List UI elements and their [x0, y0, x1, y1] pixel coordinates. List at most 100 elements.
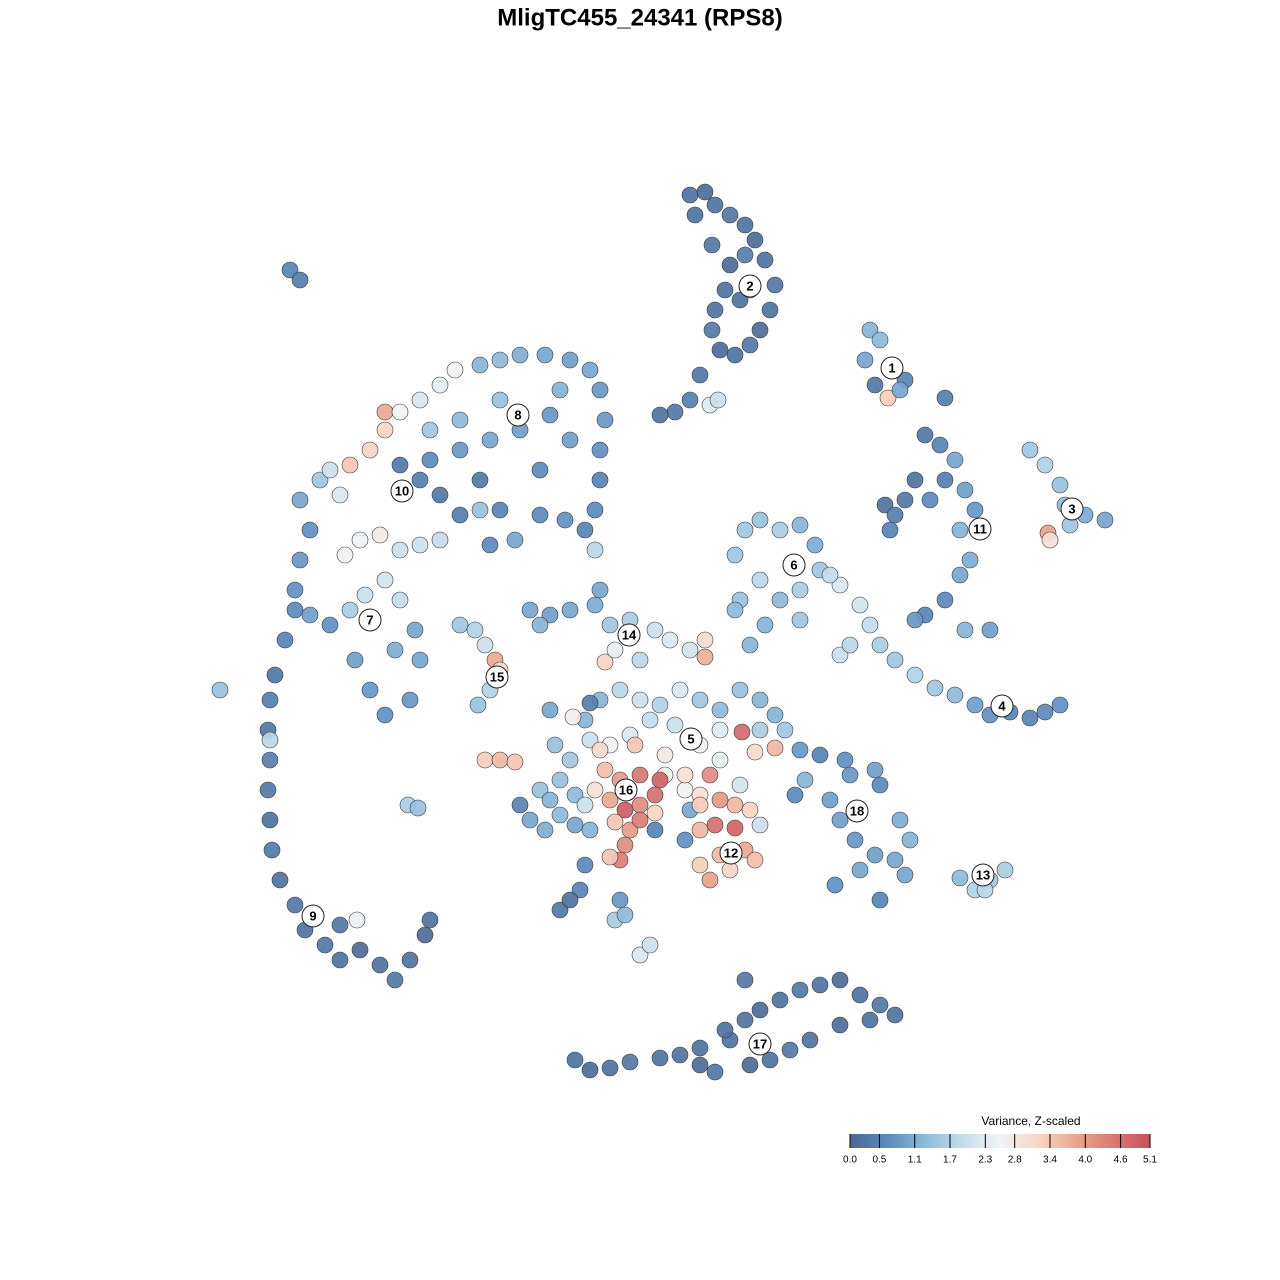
point [841, 636, 859, 654]
point [571, 881, 589, 899]
point [921, 491, 939, 509]
point [836, 751, 854, 769]
point [981, 621, 999, 639]
point [551, 806, 569, 824]
point [546, 736, 564, 754]
cluster-marker [748, 1032, 772, 1056]
point [651, 696, 669, 714]
point [896, 491, 914, 509]
point [491, 751, 509, 769]
point [348, 911, 366, 929]
point [446, 361, 464, 379]
point [451, 506, 469, 524]
point [881, 521, 899, 539]
point [741, 636, 759, 654]
point [1096, 511, 1114, 529]
point [596, 411, 614, 429]
point [871, 776, 889, 794]
point [541, 406, 559, 424]
point [901, 831, 919, 849]
point [681, 641, 699, 659]
point [466, 621, 484, 639]
point [886, 851, 904, 869]
colorbar-tick-label: 0.0 [843, 1155, 857, 1166]
point [766, 706, 784, 724]
point [261, 811, 279, 829]
cluster-label: 2 [746, 278, 753, 293]
point [591, 381, 609, 399]
point [476, 636, 494, 654]
point [621, 1053, 639, 1071]
cluster-label: 14 [622, 627, 637, 642]
point [451, 441, 469, 459]
cluster-marker [614, 778, 638, 802]
point [391, 591, 409, 609]
point [751, 691, 769, 709]
point [351, 531, 369, 549]
point [1051, 476, 1069, 494]
point [691, 1039, 709, 1057]
cluster-label: 18 [850, 803, 864, 818]
point [561, 751, 579, 769]
cluster-marker [719, 841, 743, 865]
point [866, 761, 884, 779]
point [661, 631, 679, 649]
point [556, 511, 574, 529]
point [566, 786, 584, 804]
point [631, 946, 649, 964]
point [651, 1049, 669, 1067]
point [606, 813, 624, 831]
colorbar-tick-label: 5.1 [1143, 1155, 1157, 1166]
point [536, 346, 554, 364]
point [616, 906, 634, 924]
points [211, 183, 1114, 1081]
point [751, 511, 769, 529]
point [631, 651, 649, 669]
point [711, 341, 729, 359]
point [831, 1016, 849, 1034]
point [651, 771, 669, 789]
point [601, 616, 619, 634]
point [871, 331, 889, 349]
cluster-label: 3 [1068, 501, 1075, 516]
point [631, 796, 649, 814]
point [996, 861, 1014, 879]
cluster-label: 15 [490, 669, 504, 684]
cluster-marker [845, 799, 869, 823]
point [709, 391, 727, 409]
point [906, 471, 924, 489]
point [346, 651, 364, 669]
point [676, 831, 694, 849]
point [1036, 703, 1054, 721]
point [1021, 441, 1039, 459]
point [611, 891, 629, 909]
point [521, 601, 539, 619]
point [431, 376, 449, 394]
point [671, 681, 689, 699]
point [761, 1051, 779, 1069]
cluster-label: 6 [790, 557, 797, 572]
point [846, 831, 864, 849]
point [711, 751, 729, 769]
colorbar-tick-label: 4.6 [1114, 1155, 1128, 1166]
point [581, 731, 599, 749]
point [601, 1059, 619, 1077]
point [261, 731, 279, 749]
point [291, 551, 309, 569]
point [751, 1001, 769, 1019]
point [916, 426, 934, 444]
point [351, 941, 369, 959]
point [331, 951, 349, 969]
point [261, 751, 279, 769]
point [291, 271, 309, 289]
point [641, 711, 659, 729]
point [666, 716, 684, 734]
point [691, 691, 709, 709]
point [386, 971, 404, 989]
point [536, 821, 554, 839]
point [711, 721, 729, 739]
point [936, 591, 954, 609]
point [406, 621, 424, 639]
point [411, 391, 429, 409]
point [936, 471, 954, 489]
